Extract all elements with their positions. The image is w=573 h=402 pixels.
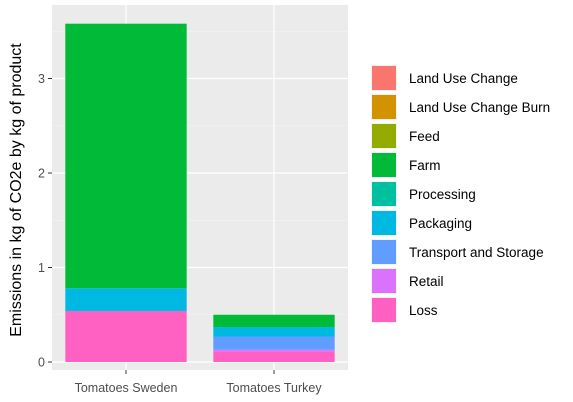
y-axis-ticks: 0 1 2 3 — [38, 72, 52, 370]
bar-segment-farm — [65, 23, 187, 289]
legend-swatch — [372, 240, 396, 264]
legend-swatch — [372, 182, 396, 206]
y-tick-label: 1 — [38, 261, 45, 275]
legend-label: Retail — [409, 274, 444, 289]
y-tick-label: 2 — [38, 167, 45, 181]
legend-swatch — [372, 298, 396, 322]
bar-segment-farm — [213, 314, 335, 328]
y-tick-label: 0 — [38, 356, 45, 370]
legend-swatch — [372, 153, 396, 177]
x-tick-label: Tomatoes Sweden — [75, 381, 178, 395]
bar-segment-packaging — [213, 327, 335, 337]
legend-label: Packaging — [409, 216, 472, 231]
legend-label: Farm — [409, 158, 441, 173]
x-tick-label: Tomatoes Turkey — [226, 381, 322, 395]
bars — [65, 23, 335, 362]
legend-swatch — [372, 66, 396, 90]
x-axis-ticks: Tomatoes Sweden Tomatoes Turkey — [75, 370, 322, 395]
legend-label: Transport and Storage — [409, 245, 544, 260]
bar-segment-retail — [213, 349, 335, 352]
bar-segment-loss — [213, 351, 335, 362]
legend-swatch — [372, 124, 396, 148]
legend-label: Loss — [409, 303, 438, 318]
legend-label: Land Use Change Burn — [409, 100, 550, 115]
bar-segment-loss — [65, 310, 187, 362]
legend: Land Use Change Land Use Change Burn Feed F… — [371, 65, 550, 323]
y-axis-title: Emissions in kg of CO2e by kg of product — [8, 43, 25, 337]
legend-label: Processing — [409, 187, 476, 202]
legend-swatch — [372, 269, 396, 293]
legend-swatch — [372, 211, 396, 235]
legend-label: Land Use Change — [409, 71, 518, 86]
legend-swatch — [372, 95, 396, 119]
y-tick-label: 3 — [38, 72, 45, 86]
legend-label: Feed — [409, 129, 440, 144]
bar-segment-transport-and-storage — [213, 336, 335, 350]
bar-segment-packaging — [65, 288, 187, 311]
